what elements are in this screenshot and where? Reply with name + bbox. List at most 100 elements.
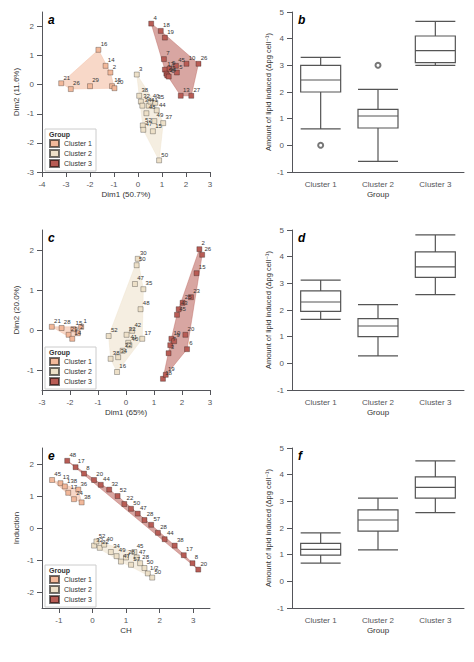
svg-text:17: 17 xyxy=(186,546,193,552)
svg-text:22: 22 xyxy=(125,342,132,348)
svg-text:b: b xyxy=(298,13,305,27)
svg-text:5: 5 xyxy=(280,8,285,17)
svg-text:19: 19 xyxy=(167,29,174,35)
svg-text:1: 1 xyxy=(30,492,35,501)
svg-text:38: 38 xyxy=(113,350,120,356)
svg-text:14: 14 xyxy=(74,330,81,336)
svg-text:Group: Group xyxy=(367,408,390,417)
svg-text:5: 5 xyxy=(280,444,285,453)
svg-text:4: 4 xyxy=(280,34,285,43)
svg-text:20: 20 xyxy=(117,79,124,85)
svg-text:45: 45 xyxy=(54,471,61,477)
svg-text:16: 16 xyxy=(119,363,126,369)
svg-text:8: 8 xyxy=(86,465,90,471)
svg-text:0: 0 xyxy=(136,180,141,189)
svg-text:Cluster 3: Cluster 3 xyxy=(419,180,452,189)
svg-text:44: 44 xyxy=(103,476,110,482)
svg-text:d: d xyxy=(298,231,306,245)
svg-text:34: 34 xyxy=(120,348,127,354)
svg-text:40: 40 xyxy=(106,536,113,542)
svg-text:-2: -2 xyxy=(27,588,35,597)
svg-text:1: 1 xyxy=(83,318,87,324)
svg-text:57: 57 xyxy=(153,516,160,522)
svg-text:45: 45 xyxy=(179,306,186,312)
svg-text:1: 1 xyxy=(152,398,157,407)
svg-text:3: 3 xyxy=(280,61,285,70)
svg-text:48: 48 xyxy=(149,104,156,110)
svg-text:Cluster 1: Cluster 1 xyxy=(64,576,92,583)
svg-text:44: 44 xyxy=(167,530,174,536)
svg-text:0: 0 xyxy=(280,359,285,368)
svg-text:Group: Group xyxy=(49,567,70,575)
svg-text:15: 15 xyxy=(199,264,206,270)
svg-text:-2: -2 xyxy=(66,398,74,407)
svg-text:2: 2 xyxy=(180,398,185,407)
svg-text:f: f xyxy=(298,449,303,463)
svg-text:2: 2 xyxy=(80,324,84,330)
svg-text:57: 57 xyxy=(133,556,140,562)
svg-text:a: a xyxy=(48,13,55,27)
svg-text:23: 23 xyxy=(193,288,200,294)
svg-text:49: 49 xyxy=(157,112,164,118)
svg-text:47: 47 xyxy=(146,121,153,127)
svg-text:-4: -4 xyxy=(38,180,46,189)
svg-text:2: 2 xyxy=(30,246,35,255)
svg-text:13: 13 xyxy=(183,87,190,93)
svg-text:5: 5 xyxy=(179,64,183,70)
svg-text:6: 6 xyxy=(171,68,175,74)
svg-text:27: 27 xyxy=(194,87,201,93)
svg-text:-3: -3 xyxy=(38,398,46,407)
svg-text:-1: -1 xyxy=(27,366,35,375)
svg-text:-1: -1 xyxy=(27,109,35,118)
svg-text:-3: -3 xyxy=(62,180,70,189)
svg-text:3: 3 xyxy=(208,180,213,189)
svg-text:21: 21 xyxy=(63,75,70,81)
svg-text:2: 2 xyxy=(280,306,285,315)
svg-text:Cluster 1: Cluster 1 xyxy=(64,140,92,147)
svg-text:2: 2 xyxy=(157,616,162,625)
svg-text:38: 38 xyxy=(84,494,91,500)
svg-text:Cluster 2: Cluster 2 xyxy=(64,150,92,157)
svg-text:Cluster 3: Cluster 3 xyxy=(419,398,452,407)
svg-text:Cluster 3: Cluster 3 xyxy=(419,616,452,625)
svg-text:0: 0 xyxy=(124,398,129,407)
svg-text:18: 18 xyxy=(163,22,170,28)
svg-text:52: 52 xyxy=(99,533,106,539)
svg-text:17: 17 xyxy=(78,458,85,464)
svg-text:-1: -1 xyxy=(277,604,285,613)
svg-text:30: 30 xyxy=(140,250,147,256)
svg-text:17: 17 xyxy=(70,484,77,490)
svg-text:3: 3 xyxy=(171,344,175,350)
svg-text:138: 138 xyxy=(67,478,78,484)
svg-text:3: 3 xyxy=(191,616,196,625)
svg-text:Amount of lipid induced (Δpg c: Amount of lipid induced (Δpg cell⁻¹) xyxy=(264,250,273,369)
svg-text:0: 0 xyxy=(280,577,285,586)
svg-text:Cluster 2: Cluster 2 xyxy=(64,368,92,375)
svg-text:Dim1 (65%): Dim1 (65%) xyxy=(105,408,148,417)
svg-text:Dim2 (11.6%): Dim2 (11.6%) xyxy=(12,68,21,117)
svg-text:0: 0 xyxy=(280,141,285,150)
svg-text:Amount of lipid induced (Δpg c: Amount of lipid induced (Δpg cell⁻¹) xyxy=(264,32,273,151)
svg-text:26: 26 xyxy=(204,246,211,252)
svg-text:26: 26 xyxy=(73,80,80,86)
svg-text:17: 17 xyxy=(144,330,151,336)
svg-text:4: 4 xyxy=(280,470,285,479)
svg-text:50: 50 xyxy=(154,569,161,575)
svg-text:0: 0 xyxy=(30,524,35,533)
svg-text:3: 3 xyxy=(139,66,143,72)
svg-text:1: 1 xyxy=(30,51,35,60)
svg-text:52: 52 xyxy=(111,327,118,333)
svg-text:Cluster 2: Cluster 2 xyxy=(362,398,395,407)
svg-text:Cluster 3: Cluster 3 xyxy=(64,378,92,385)
svg-text:-1: -1 xyxy=(94,398,102,407)
svg-text:-2: -2 xyxy=(86,180,94,189)
svg-text:1: 1 xyxy=(30,286,35,295)
svg-text:2: 2 xyxy=(280,88,285,97)
svg-text:Amount of lipid induced (Δpg c: Amount of lipid induced (Δpg cell⁻¹) xyxy=(264,468,273,587)
svg-text:Cluster 2: Cluster 2 xyxy=(362,180,395,189)
svg-text:19: 19 xyxy=(168,366,175,372)
svg-text:10: 10 xyxy=(189,55,196,61)
svg-text:50: 50 xyxy=(139,256,146,262)
svg-text:9: 9 xyxy=(176,332,180,338)
svg-text:Group: Group xyxy=(49,131,70,139)
